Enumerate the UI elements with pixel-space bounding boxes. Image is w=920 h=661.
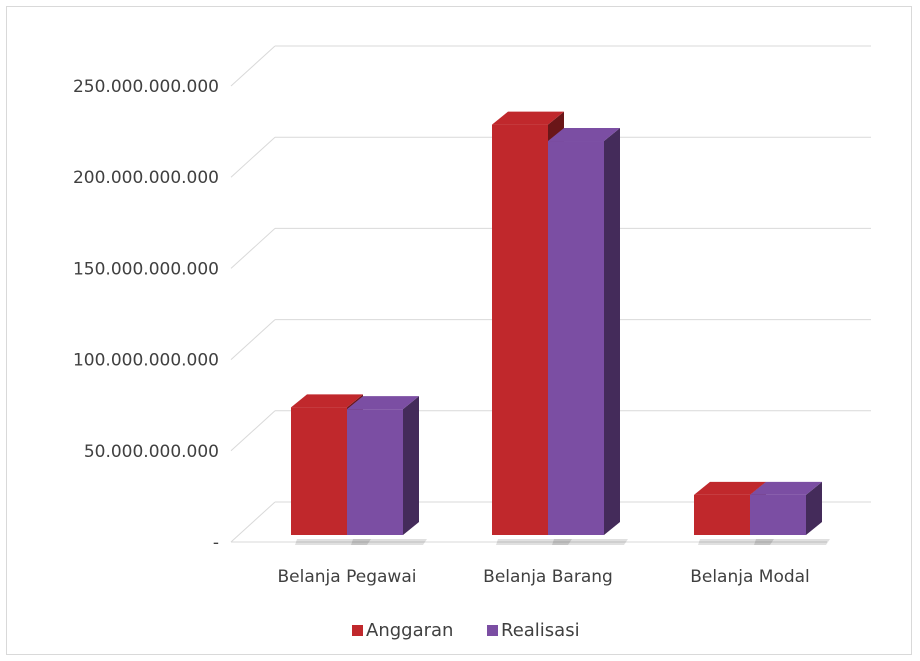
bar-top xyxy=(548,128,620,142)
x-tick-label: Belanja Modal xyxy=(690,567,810,587)
bar-realisasi-2 xyxy=(548,128,628,545)
bar-front xyxy=(750,494,806,535)
gridline-side xyxy=(230,228,276,269)
bar-top xyxy=(291,394,363,408)
gridline-side xyxy=(230,410,276,452)
bar-shadow xyxy=(496,539,572,545)
bar-shadow xyxy=(295,539,371,545)
bar-top xyxy=(492,111,564,125)
legend-label-realisasi: Realisasi xyxy=(501,620,580,641)
bar-realisasi-1 xyxy=(347,396,427,545)
legend-swatch-anggaran xyxy=(352,625,363,636)
bar-shadow xyxy=(552,539,628,545)
bar-realisasi-3 xyxy=(750,481,830,545)
gridline-side xyxy=(230,45,276,87)
bar-front xyxy=(347,409,403,535)
bar-top xyxy=(750,481,822,495)
gridline-side xyxy=(230,501,276,543)
bar-shadow xyxy=(351,539,427,545)
y-tick-label: 250.000.000.000 xyxy=(73,77,219,97)
bar-top xyxy=(347,396,419,410)
y-tick-label: 100.000.000.000 xyxy=(73,351,219,371)
bar-front xyxy=(548,141,604,536)
bar-front xyxy=(492,124,548,535)
bar-front xyxy=(694,494,750,535)
bar-shadow xyxy=(698,539,774,545)
bar-top xyxy=(694,481,766,495)
bar-shadow xyxy=(754,539,830,545)
chart-frame: - 50.000.000.000 100.000.000.000 150.000.00… xyxy=(6,6,912,655)
y-tick-label: 50.000.000.000 xyxy=(84,442,219,462)
bar-side xyxy=(806,481,822,535)
y-tick-label: - xyxy=(213,533,219,553)
gridline-side xyxy=(230,319,276,360)
bar-chart: - 50.000.000.000 100.000.000.000 150.000.00… xyxy=(73,45,871,641)
y-tick-label: 150.000.000.000 xyxy=(73,259,219,279)
bar-side xyxy=(604,128,620,535)
bar-front xyxy=(291,407,347,535)
x-tick-label: Belanja Pegawai xyxy=(278,567,417,587)
y-tick-label: 200.000.000.000 xyxy=(73,168,219,188)
legend-swatch-realisasi xyxy=(487,625,498,636)
legend-label-anggaran: Anggaran xyxy=(366,620,453,641)
bar-side xyxy=(403,396,419,535)
gridline-side xyxy=(230,136,276,178)
x-tick-label: Belanja Barang xyxy=(483,567,613,587)
